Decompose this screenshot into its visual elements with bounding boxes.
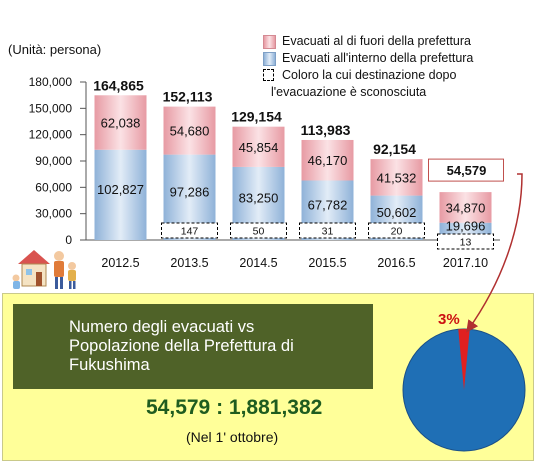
unknown-value-label: 147: [181, 226, 199, 238]
bar-outside: [94, 95, 147, 150]
legend-swatch-inside: [263, 52, 276, 66]
unit-label: (Unità: persona): [8, 42, 102, 57]
y-tick-label: 120,000: [29, 128, 73, 142]
inside-value-label: 83,250: [239, 190, 279, 205]
unknown-value-label: 31: [322, 226, 334, 238]
unknown-value-label: 20: [391, 226, 403, 238]
inside-value-label: 102,827: [97, 182, 144, 197]
bar-outside: [163, 106, 216, 155]
unknown-box: [299, 222, 356, 239]
unknown-value-label: 13: [460, 237, 472, 249]
inside-value-label: 19,696: [446, 218, 486, 233]
legend-label-inside: Evacuati all'interno della prefettura: [282, 51, 474, 65]
bar-outside: [301, 139, 354, 181]
bar-outside: [232, 126, 285, 167]
y-tick-label: 60,000: [35, 180, 72, 194]
outside-value-label: 54,680: [170, 124, 210, 139]
unknown-value-label: 50: [253, 226, 265, 238]
panel-title-line3: Fukushima: [69, 356, 150, 374]
legend-label-unknown-2: l'evacuazione è sconosciuta: [271, 85, 427, 99]
x-tick-label: 2012.5: [101, 256, 139, 270]
y-tick-label: 90,000: [35, 154, 72, 168]
legend-label-outside: Evacuati al di fuori della prefettura: [282, 34, 471, 48]
x-tick-label: 2016.5: [377, 256, 415, 270]
total-value-label: 92,154: [373, 141, 416, 157]
outside-value-label: 45,854: [239, 140, 279, 155]
total-value-label: 54,579: [447, 163, 487, 178]
y-tick-label: 0: [65, 233, 72, 247]
panel-title: Numero degli evacuati vs Popolazione del…: [13, 304, 373, 389]
legend-item-unknown: Coloro la cui destinazione dopo: [260, 67, 473, 84]
legend-swatch-unknown: [263, 69, 274, 81]
y-tick-label: 180,000: [29, 75, 73, 89]
total-value-label: 113,983: [301, 122, 351, 138]
ratio-value: 54,579 : 1,881,382: [146, 396, 323, 419]
outside-value-label: 62,038: [101, 116, 141, 131]
bar-inside: [94, 149, 147, 240]
legend-item-inside: Evacuati all'interno della prefettura: [260, 50, 473, 67]
x-tick-label: 2013.5: [170, 256, 208, 270]
total-value-label: 164,865: [93, 77, 144, 93]
y-tick-label: 150,000: [29, 101, 73, 115]
legend-swatch-outside: [263, 35, 276, 49]
x-tick-label: 2017.10: [443, 256, 488, 270]
x-tick-label: 2015.5: [308, 256, 346, 270]
unknown-box: [368, 222, 425, 239]
legend-item-outside: Evacuati al di fuori della prefettura: [260, 33, 473, 50]
outside-value-label: 46,170: [308, 153, 348, 168]
y-tick-label: 30,000: [35, 207, 72, 221]
pie-percent-label: 3%: [438, 311, 460, 328]
bar-outside: [370, 159, 423, 196]
panel-title-line2: Popolazione della Prefettura di: [69, 337, 294, 355]
chart-legend: Evacuati al di fuori della prefettura Ev…: [260, 33, 473, 101]
unknown-box: [161, 222, 218, 239]
total-value-label: 129,154: [231, 109, 282, 125]
outside-value-label: 41,532: [377, 170, 417, 185]
legend-label-unknown-1: Coloro la cui destinazione dopo: [282, 68, 457, 82]
inside-value-label: 50,602: [377, 205, 417, 220]
outside-value-label: 34,870: [446, 200, 486, 215]
stacked-bar-chart: 0 30,000 60,000 90,000 120,000 150,000 180,000…: [29, 75, 504, 270]
x-tick-label: 2014.5: [239, 256, 277, 270]
inside-value-label: 97,286: [170, 184, 210, 199]
total-value-label: 152,113: [163, 89, 213, 105]
date-note: (Nel 1' ottobre): [186, 429, 279, 445]
inside-value-label: 67,782: [308, 197, 348, 212]
family-illustration-icon: [12, 250, 76, 289]
unknown-box: [230, 222, 287, 239]
panel-title-line1: Numero degli evacuati vs: [69, 318, 255, 336]
legend-item-unknown-cont: l'evacuazione è sconosciuta: [260, 84, 473, 101]
